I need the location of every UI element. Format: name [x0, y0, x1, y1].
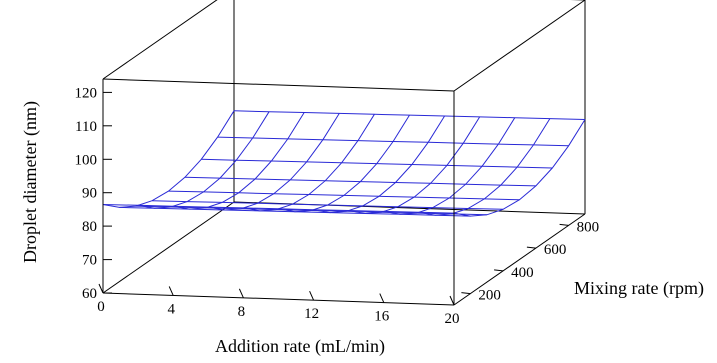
x-tick-mark — [168, 286, 174, 296]
y-tick-mark — [494, 269, 504, 272]
x-tick-label: 16 — [374, 309, 390, 325]
box-edge — [102, 292, 455, 306]
x-tick-label: 20 — [445, 311, 460, 327]
y-tick-mark — [461, 292, 471, 295]
y-tick-label: 200 — [478, 288, 501, 304]
x-tick-mark — [238, 288, 244, 299]
surface-grid-line — [453, 119, 586, 217]
z-axis-label: Droplet diameter (nm) — [20, 101, 41, 263]
z-tick-label: 90 — [82, 186, 97, 202]
surface-grid-line — [243, 114, 375, 212]
x-axis-label: Addition rate (mL/min) — [215, 336, 385, 357]
box-edge — [102, 201, 235, 294]
z-axis-ticks: 60 70 80 90 100 110 120 — [75, 85, 112, 302]
y-tick-mark — [559, 223, 569, 226]
surface-grid-line — [173, 112, 305, 210]
x-tick-mark — [449, 295, 455, 306]
y-tick-label: 800 — [577, 219, 600, 235]
surface-grid-line — [208, 113, 340, 211]
z-tick-label: 60 — [82, 286, 97, 302]
y-tick-label: 600 — [544, 242, 567, 258]
x-tick-label: 4 — [167, 301, 175, 317]
z-tick-label: 110 — [75, 119, 97, 135]
z-tick-label: 80 — [82, 219, 97, 235]
y-axis-label: Mixing rate (rpm) — [574, 278, 704, 299]
surface-grid-line — [383, 117, 516, 215]
bounding-box-front — [102, 78, 455, 306]
box-edge — [102, 78, 455, 92]
box-edge — [453, 0, 586, 92]
x-tick-mark — [379, 293, 385, 303]
x-tick-mark — [309, 290, 315, 301]
box-edge — [102, 0, 218, 80]
x-tick-mark — [98, 283, 104, 294]
x-tick-label: 0 — [97, 299, 105, 315]
surface-grid-line — [138, 111, 270, 209]
y-axis-ticks: 200 400 600 800 — [461, 219, 600, 304]
z-tick-label: 70 — [82, 253, 97, 269]
y-tick-label: 400 — [511, 265, 533, 281]
surface-grid-line — [313, 115, 446, 214]
surface-grid-line — [278, 114, 410, 213]
z-tick-label: 120 — [75, 85, 98, 101]
surface-grid-line — [418, 118, 551, 216]
x-tick-label: 8 — [238, 304, 246, 320]
box-edge — [453, 213, 586, 306]
x-tick-label: 12 — [304, 306, 319, 322]
z-tick-label: 100 — [75, 152, 98, 168]
y-tick-mark — [526, 246, 536, 249]
x-axis-ticks: 0 4 8 12 16 20 — [97, 283, 460, 327]
surface-grid-line — [102, 110, 235, 208]
response-surface — [102, 110, 586, 217]
bounding-box-back — [102, 0, 586, 306]
surface-grid-line — [348, 116, 481, 215]
